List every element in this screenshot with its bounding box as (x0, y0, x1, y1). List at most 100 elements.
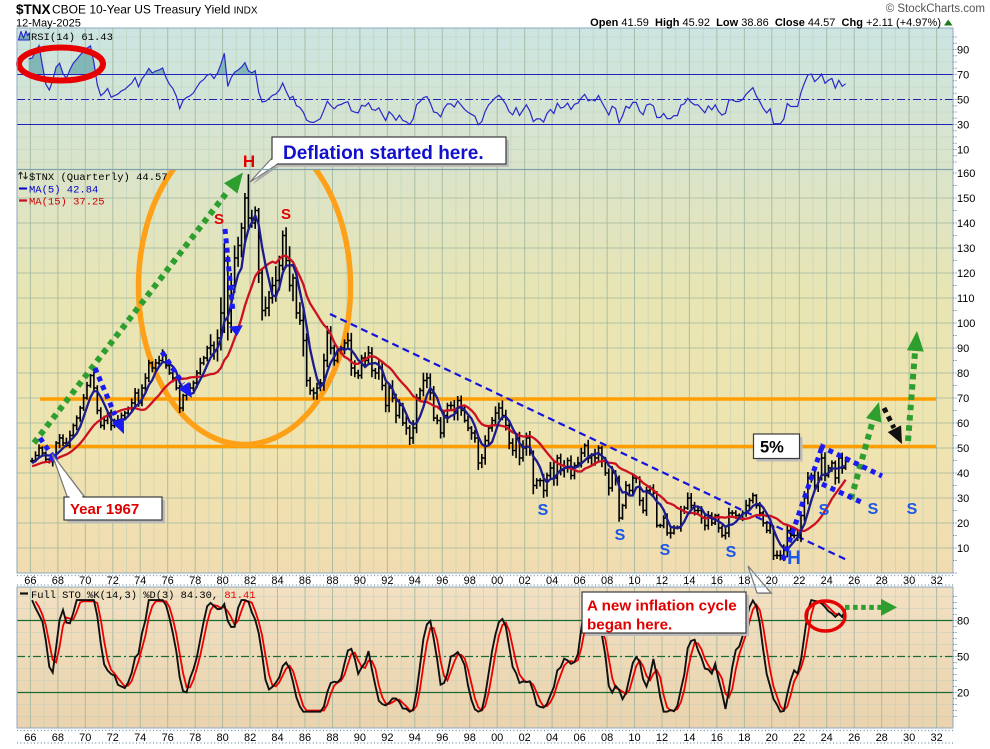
svg-text:50: 50 (957, 652, 969, 664)
svg-text:80: 80 (957, 368, 969, 380)
svg-text:12-May-2025: 12-May-2025 (16, 18, 81, 30)
svg-text:10: 10 (628, 732, 640, 744)
svg-text:32: 32 (930, 732, 942, 744)
svg-text:02: 02 (519, 575, 531, 587)
svg-text:12: 12 (656, 732, 668, 744)
svg-text:S: S (214, 211, 224, 228)
svg-text:RSI(14) 61.43: RSI(14) 61.43 (31, 32, 113, 44)
svg-text:04: 04 (546, 575, 558, 587)
svg-text:Deflation started here.: Deflation started here. (283, 143, 484, 164)
svg-text:94: 94 (409, 732, 421, 744)
svg-text:08: 08 (601, 732, 613, 744)
svg-text:20: 20 (766, 575, 778, 587)
svg-text:70: 70 (957, 393, 969, 405)
svg-text:18: 18 (738, 575, 750, 587)
svg-text:00: 00 (491, 732, 503, 744)
svg-text:06: 06 (573, 575, 585, 587)
svg-text:150: 150 (957, 193, 975, 205)
svg-text:110: 110 (957, 293, 975, 305)
svg-text:70: 70 (79, 575, 91, 587)
svg-text:80: 80 (957, 616, 969, 628)
svg-text:S: S (615, 527, 626, 544)
svg-text:20: 20 (766, 732, 778, 744)
svg-text:10: 10 (957, 543, 969, 555)
svg-text:74: 74 (134, 732, 146, 744)
svg-text:96: 96 (436, 732, 448, 744)
svg-text:94: 94 (409, 575, 421, 587)
svg-text:28: 28 (876, 732, 888, 744)
svg-text:26: 26 (848, 575, 860, 587)
svg-text:© StockCharts.com: © StockCharts.com (886, 3, 985, 15)
svg-text:S: S (281, 206, 291, 223)
svg-text:H: H (787, 548, 801, 569)
svg-text:70: 70 (957, 70, 969, 82)
svg-text:40: 40 (957, 468, 969, 480)
svg-text:88: 88 (326, 575, 338, 587)
svg-text:00: 00 (491, 575, 503, 587)
svg-text:98: 98 (464, 732, 476, 744)
svg-text:76: 76 (162, 575, 174, 587)
svg-text:92: 92 (381, 732, 393, 744)
svg-text:16: 16 (711, 575, 723, 587)
svg-text:82: 82 (244, 575, 256, 587)
svg-text:24: 24 (821, 732, 833, 744)
svg-text:24: 24 (821, 575, 833, 587)
svg-text:S: S (868, 501, 879, 518)
svg-text:100: 100 (957, 318, 975, 330)
svg-text:84: 84 (271, 575, 283, 587)
svg-text:20: 20 (957, 518, 969, 530)
svg-text:96: 96 (436, 575, 448, 587)
svg-text:A new inflation cycle: A new inflation cycle (587, 598, 737, 615)
svg-text:22: 22 (793, 732, 805, 744)
svg-text:S: S (538, 502, 549, 519)
svg-text:08: 08 (601, 575, 613, 587)
svg-text:130: 130 (957, 243, 975, 255)
svg-text:S: S (819, 502, 830, 519)
svg-text:$TNX: $TNX (16, 2, 51, 17)
svg-text:68: 68 (52, 575, 64, 587)
svg-text:82: 82 (244, 732, 256, 744)
svg-text:Year 1967: Year 1967 (70, 501, 139, 518)
svg-text:06: 06 (573, 732, 585, 744)
svg-text:S: S (660, 542, 671, 559)
svg-text:76: 76 (162, 732, 174, 744)
svg-text:10: 10 (628, 575, 640, 587)
svg-text:30: 30 (903, 575, 915, 587)
svg-text:10: 10 (957, 145, 969, 157)
svg-text:5%: 5% (760, 439, 784, 457)
svg-text:30: 30 (903, 732, 915, 744)
svg-text:88: 88 (326, 732, 338, 744)
svg-text:68: 68 (52, 732, 64, 744)
svg-text:16: 16 (711, 732, 723, 744)
svg-text:began here.: began here. (587, 617, 672, 634)
svg-text:$TNX (Quarterly) 44.57: $TNX (Quarterly) 44.57 (29, 172, 168, 184)
svg-text:MA(15) 37.25: MA(15) 37.25 (29, 197, 105, 209)
svg-text:140: 140 (957, 218, 975, 230)
svg-text:80: 80 (216, 575, 228, 587)
svg-text:120: 120 (957, 268, 975, 280)
svg-text:92: 92 (381, 575, 393, 587)
svg-text:90: 90 (957, 45, 969, 57)
svg-text:14: 14 (683, 575, 695, 587)
svg-text:02: 02 (519, 732, 531, 744)
svg-text:18: 18 (738, 732, 750, 744)
svg-text:H: H (243, 152, 255, 171)
svg-text:86: 86 (299, 575, 311, 587)
svg-text:90: 90 (354, 732, 366, 744)
svg-text:04: 04 (546, 732, 558, 744)
svg-text:MA(5) 42.84: MA(5) 42.84 (29, 185, 98, 197)
svg-text:72: 72 (107, 732, 119, 744)
svg-text:160: 160 (957, 168, 975, 180)
svg-text:28: 28 (876, 575, 888, 587)
svg-text:26: 26 (848, 732, 860, 744)
svg-text:84: 84 (271, 732, 283, 744)
svg-text:98: 98 (464, 575, 476, 587)
svg-text:30: 30 (957, 120, 969, 132)
svg-text:14: 14 (683, 732, 695, 744)
svg-text:32: 32 (930, 575, 942, 587)
svg-text:66: 66 (24, 575, 36, 587)
svg-text:S: S (726, 544, 737, 561)
svg-text:S: S (907, 501, 918, 518)
svg-text:12: 12 (656, 575, 668, 587)
svg-text:20: 20 (957, 688, 969, 700)
